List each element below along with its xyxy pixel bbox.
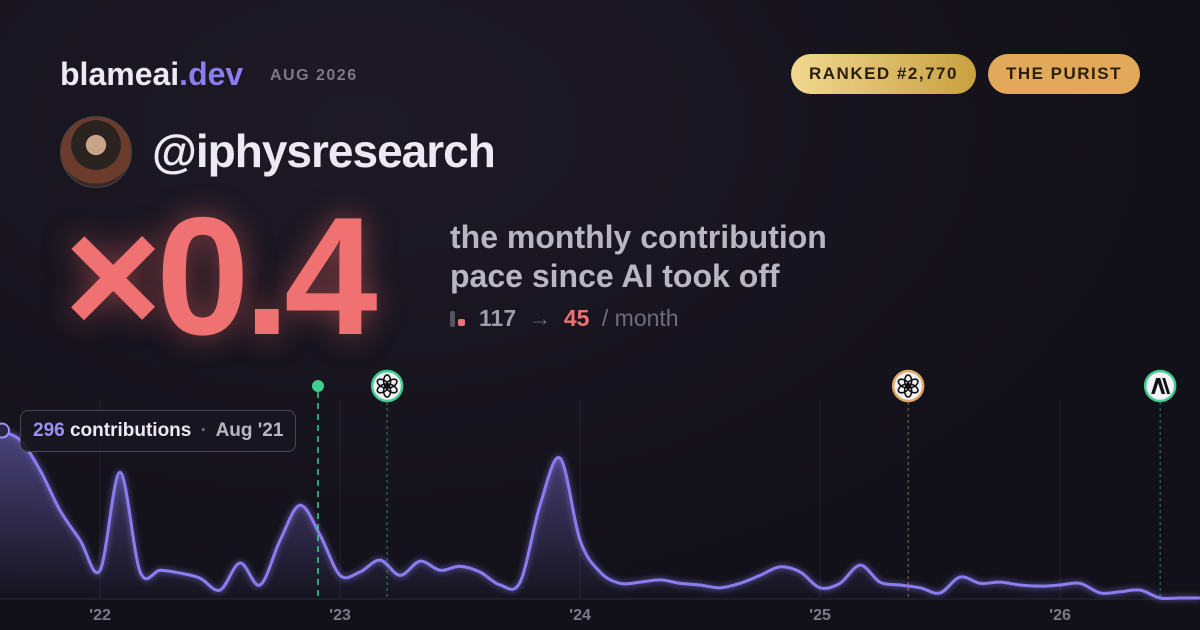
brand: blameai.dev [60, 56, 243, 93]
tooltip: 296 contributions · Aug '21 [20, 410, 297, 452]
line [0, 429, 1200, 601]
tooltip-value: 296 [33, 420, 65, 441]
badges: RANKED #2,770 THE PURIST [779, 54, 1140, 94]
event-dot [312, 380, 324, 392]
x-tick-label: '25 [809, 607, 831, 624]
arrow: → [528, 305, 552, 331]
tooltip-date: Aug '21 [215, 420, 284, 441]
after-value: 45 [563, 305, 590, 331]
x-tick-label: '26 [1049, 607, 1071, 624]
avatar [60, 116, 132, 188]
before-bar [450, 311, 455, 327]
date: AUG 2026 [270, 67, 358, 84]
description: the monthly contribution pace since AI t… [450, 219, 827, 294]
handle: @iphysresearch [152, 125, 496, 177]
tooltip-label: contributions [69, 420, 192, 441]
tooltip-separator: · [200, 420, 207, 441]
highlight-point [0, 422, 10, 439]
multiplier: ×0.4 [64, 182, 378, 370]
anthropic-logo [1151, 378, 1171, 394]
x-tick-label: '24 [569, 607, 591, 624]
event-marker [1143, 369, 1177, 598]
area [0, 430, 1200, 599]
openai-petal [376, 378, 390, 389]
brand-tld: .dev [179, 56, 244, 92]
event-marker [312, 380, 324, 598]
after-dot [458, 319, 465, 326]
pace: 117 → 45 / month [450, 305, 679, 332]
persona-badge: THE PURIST [987, 54, 1140, 94]
brand-name: blameai [60, 56, 180, 92]
unit: / month [601, 305, 679, 331]
before-value: 117 [479, 305, 517, 331]
openai-petal [897, 378, 911, 389]
event-marker [370, 369, 404, 598]
rank-badge: RANKED #2,770 [790, 54, 976, 94]
event-marker [891, 369, 925, 598]
x-tick-label: '22 [89, 607, 111, 624]
x-tick-label: '23 [329, 607, 351, 624]
